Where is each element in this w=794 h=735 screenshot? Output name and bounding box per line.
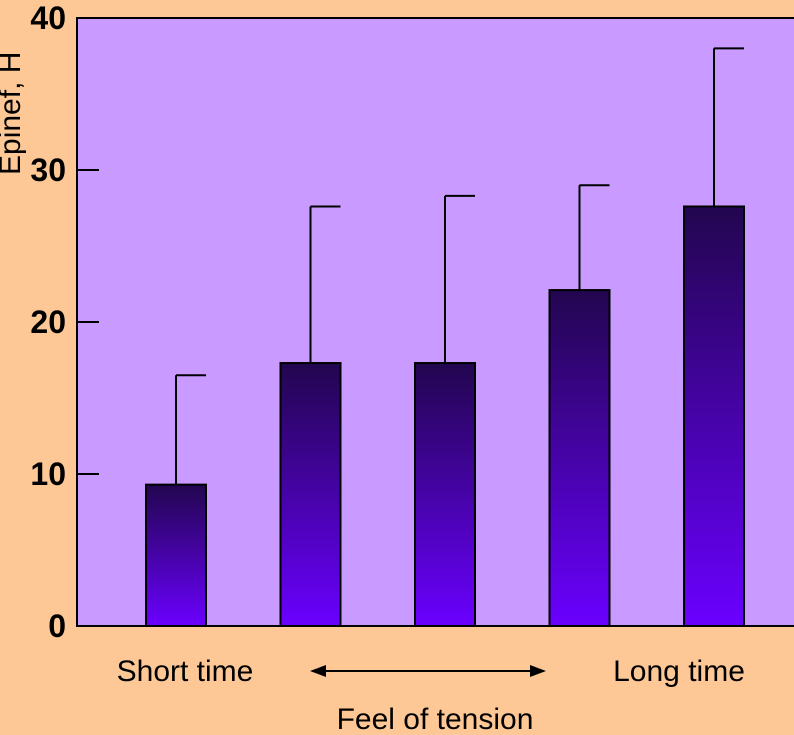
y-tick-label: 0 <box>48 608 66 644</box>
x-left-label: Short time <box>117 655 254 688</box>
bar <box>414 362 476 627</box>
bar <box>279 362 342 627</box>
y-tick-label: 40 <box>30 0 66 36</box>
double-arrow-icon <box>310 665 546 677</box>
x-right-label: Long time <box>613 655 745 688</box>
y-axis: 0 10 20 30 40 <box>30 0 99 644</box>
y-tick-label: 20 <box>30 304 66 340</box>
y-tick-label: 10 <box>30 456 66 492</box>
x-axis-title: Feel of tension <box>337 703 534 735</box>
y-axis-title: Epinef, H <box>0 52 27 175</box>
y-tick-label: 30 <box>30 152 66 188</box>
bar <box>683 205 745 627</box>
bar <box>145 483 207 628</box>
bar-series <box>145 47 745 628</box>
bar <box>548 289 611 627</box>
